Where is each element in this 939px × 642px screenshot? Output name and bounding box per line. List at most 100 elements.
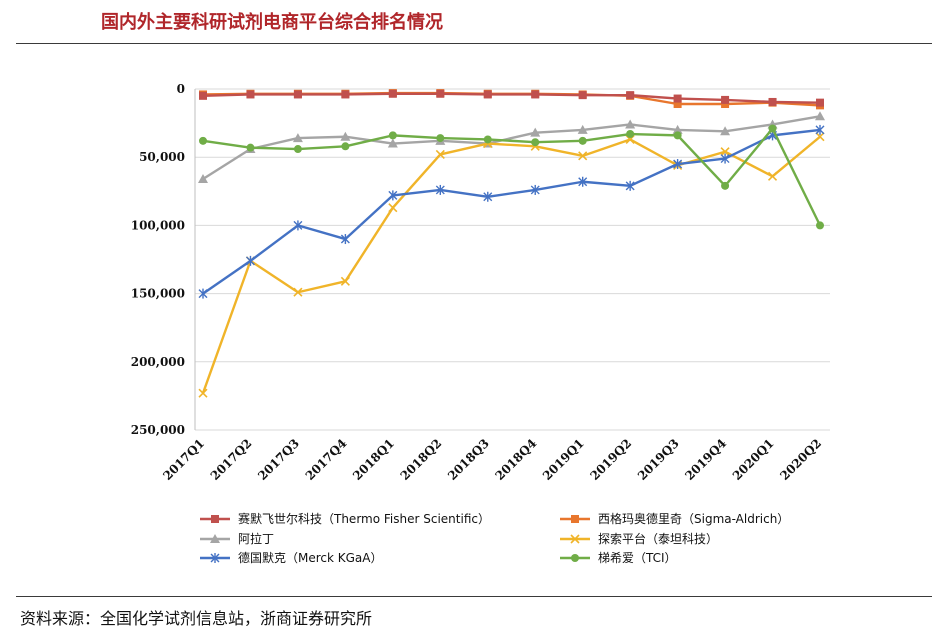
data-point	[435, 149, 445, 160]
data-point	[720, 126, 731, 136]
series-line	[202, 115, 821, 181]
data-point	[625, 180, 635, 191]
series-0	[199, 89, 824, 107]
legend-item: 梯希爱（TCI）	[560, 550, 677, 565]
data-point	[387, 138, 398, 148]
data-point	[673, 131, 682, 140]
legend-item: 赛默飞世尔科技（Thermo Fisher Scientific）	[200, 511, 490, 526]
x-tick-label: 2018Q2	[398, 436, 445, 483]
series-line	[202, 127, 822, 226]
data-point	[578, 151, 588, 161]
legend-item: 探索平台（泰坦科技）	[560, 531, 718, 546]
data-point	[340, 234, 350, 245]
x-tick-label: 2020Q1	[730, 436, 777, 483]
legend-label: 探索平台（泰坦科技）	[598, 531, 718, 546]
data-point	[672, 124, 683, 134]
data-point	[246, 90, 255, 99]
data-point	[815, 111, 825, 121]
data-point	[721, 95, 730, 104]
data-point-stroke	[578, 151, 588, 161]
series-2	[198, 111, 825, 184]
x-tick-label: 2017Q4	[303, 436, 350, 483]
series-4	[198, 124, 825, 299]
data-point	[673, 100, 682, 109]
data-point	[211, 515, 219, 523]
data-point-stroke	[570, 534, 580, 544]
x-tick-label: 2018Q1	[350, 436, 397, 483]
data-point-stroke	[340, 276, 350, 286]
x-tick-label: 2019Q4	[682, 436, 729, 483]
series-5	[199, 124, 824, 230]
data-point	[245, 255, 255, 266]
data-point	[530, 184, 540, 195]
data-point	[293, 220, 303, 231]
y-axis: 0 50,000 100,000 150,000 200,000 250,000	[131, 82, 196, 437]
data-point	[578, 176, 588, 187]
data-point-stroke	[815, 132, 825, 142]
data-point	[815, 124, 825, 135]
source-note: 资料来源：全国化学试剂信息站，浙商证券研究所	[20, 609, 373, 628]
data-point	[436, 134, 445, 143]
data-point	[199, 91, 207, 100]
data-point	[340, 276, 350, 286]
data-point	[531, 138, 540, 147]
data-point	[436, 89, 445, 98]
data-point	[340, 131, 351, 141]
data-point	[626, 91, 635, 100]
data-point	[721, 100, 730, 109]
x-tick-label: 2018Q4	[493, 436, 540, 483]
data-point-stroke	[767, 171, 778, 181]
x-tick-label: 2017Q1	[160, 436, 207, 483]
y-tick-label: 150,000	[131, 287, 185, 301]
legend-label: 德国默克（Merck KGaA）	[238, 550, 383, 565]
legend: 赛默飞世尔科技（Thermo Fisher Scientific） 西格玛奥德里奇…	[200, 511, 789, 565]
data-point	[721, 181, 730, 190]
chart-title: 国内外主要科研试剂电商平台综合排名情况	[101, 12, 443, 33]
y-tick-label: 250,000	[131, 423, 185, 437]
data-point	[293, 287, 303, 297]
series-group	[198, 89, 825, 398]
data-point	[673, 94, 682, 103]
y-tick-label: 200,000	[131, 355, 185, 369]
data-point	[292, 133, 303, 143]
x-tick-label: 2017Q3	[255, 436, 302, 483]
y-tick-label: 0	[177, 82, 185, 96]
data-point	[571, 515, 579, 523]
data-point	[571, 554, 579, 562]
data-point-stroke	[720, 147, 730, 157]
data-point-stroke	[435, 149, 445, 160]
legend-label: 阿拉丁	[238, 531, 274, 546]
bottom-divider	[16, 596, 932, 597]
data-point	[720, 147, 730, 157]
x-tick-label: 2020Q2	[777, 436, 824, 483]
data-point	[388, 131, 397, 140]
data-point	[483, 135, 492, 144]
data-point	[626, 130, 635, 139]
data-point	[293, 90, 302, 99]
line-chart: 0 50,000 100,000 150,000 200,000 250,000 2017…	[131, 82, 830, 565]
x-tick-label: 2017Q2	[208, 436, 255, 483]
series-line	[202, 128, 821, 295]
legend-label: 西格玛奥德里奇（Sigma-Aldrich）	[598, 511, 789, 526]
x-tick-label: 2018Q3	[445, 436, 492, 483]
series-line	[202, 92, 821, 104]
data-point	[341, 90, 350, 99]
data-point	[570, 534, 580, 544]
data-point	[293, 145, 302, 154]
data-point	[720, 153, 730, 164]
legend-item: 西格玛奥德里奇（Sigma-Aldrich）	[560, 511, 789, 526]
data-point-stroke	[388, 203, 398, 213]
data-point	[246, 143, 255, 152]
data-point	[198, 388, 208, 398]
data-point	[625, 119, 636, 129]
data-point	[198, 174, 208, 184]
data-point	[531, 90, 540, 99]
data-point	[673, 159, 683, 170]
series-line	[201, 135, 821, 394]
data-point	[530, 127, 541, 137]
data-point	[578, 136, 587, 145]
x-tick-label: 2019Q2	[587, 436, 634, 483]
data-point	[577, 124, 588, 134]
data-point-stroke	[293, 287, 303, 297]
data-point	[388, 203, 398, 213]
